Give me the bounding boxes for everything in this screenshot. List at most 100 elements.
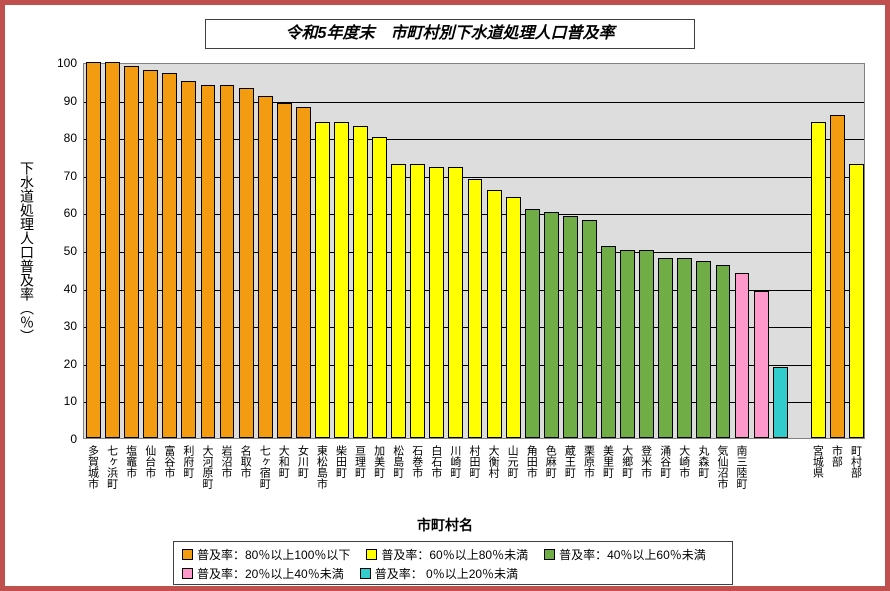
plot-area	[83, 63, 865, 439]
x-tick-label: 白石市	[430, 445, 441, 478]
x-tick-label: 栗原市	[582, 445, 593, 478]
bar	[277, 103, 292, 438]
x-labels: 多賀城市七ヶ浜町塩竈市仙台市富谷市利府町大河原町岩沼市名取市七ヶ宿町大和町女川町…	[83, 445, 865, 517]
bar	[315, 122, 330, 438]
x-tick-label: 塩竈市	[125, 445, 136, 478]
bar	[86, 62, 101, 438]
chart-title: 令和5年度末 市町村別下水道処理人口普及率	[205, 19, 695, 49]
y-tick-label: 30	[64, 319, 77, 333]
x-tick-label: 蔵王町	[563, 445, 574, 478]
bar	[639, 250, 654, 438]
y-tick-label: 50	[64, 244, 77, 258]
x-tick-label: 多賀城市	[87, 445, 98, 489]
x-tick-label: 角田市	[525, 445, 536, 478]
legend-swatch	[182, 549, 193, 560]
x-tick-label: 村田町	[468, 445, 479, 478]
bar	[716, 265, 731, 438]
legend-swatch	[360, 568, 371, 579]
x-tick-label: 涌谷町	[659, 445, 670, 478]
bar	[181, 81, 196, 438]
legend-label: 普及率：60％以上80％未満	[381, 546, 528, 563]
x-tick-label: 東松島市	[315, 445, 326, 489]
x-tick-label: 加美町	[373, 445, 384, 478]
bar	[696, 261, 711, 438]
bar	[448, 167, 463, 438]
bar	[544, 212, 559, 438]
y-tick-label: 60	[64, 206, 77, 220]
bar	[601, 246, 616, 438]
bar	[677, 258, 692, 438]
x-tick-label	[754, 445, 765, 456]
x-tick-label: 石巻市	[411, 445, 422, 478]
legend: 普及率：80％以上100％以下 普及率：60％以上80％未満 普及率：40％以上60…	[173, 541, 733, 585]
legend-item: 普及率：80％以上100％以下	[182, 546, 350, 563]
bar	[582, 220, 597, 438]
x-tick-label: 富谷市	[163, 445, 174, 478]
bar	[658, 258, 673, 438]
bar	[487, 190, 502, 438]
y-ticks: 0102030405060708090100	[5, 63, 81, 439]
chart-container: 令和5年度末 市町村別下水道処理人口普及率 下水道処理人口普及率（％） 0102…	[0, 0, 890, 591]
y-tick-label: 70	[64, 169, 77, 183]
bar	[124, 66, 139, 438]
x-axis-label: 市町村名	[5, 515, 885, 535]
bar	[773, 367, 788, 438]
legend-swatch	[544, 549, 555, 560]
x-tick-label	[773, 445, 784, 456]
x-tick-label: 町村部	[849, 445, 860, 478]
x-tick-label: 松島町	[392, 445, 403, 478]
bar	[410, 164, 425, 438]
bars	[84, 64, 864, 438]
y-tick-label: 40	[64, 282, 77, 296]
x-tick-label: 宮城県	[811, 445, 822, 478]
y-tick-label: 100	[57, 56, 77, 70]
x-tick-label: 七ヶ宿町	[258, 445, 269, 489]
bar	[220, 85, 235, 438]
legend-label: 普及率：20％以上40％未満	[197, 565, 344, 582]
x-tick-label: 気仙沼市	[716, 445, 727, 489]
bar	[162, 73, 177, 438]
bar	[201, 85, 216, 438]
y-tick-label: 10	[64, 394, 77, 408]
x-tick-label: 仙台市	[144, 445, 155, 478]
bar	[296, 107, 311, 438]
bar	[353, 126, 368, 438]
bar	[372, 137, 387, 438]
legend-swatch	[182, 568, 193, 579]
bar	[105, 62, 120, 438]
bar	[506, 197, 521, 438]
bar	[468, 179, 483, 438]
x-tick-label: 山元町	[506, 445, 517, 478]
bar	[143, 70, 158, 438]
bar	[391, 164, 406, 438]
y-tick-label: 0	[70, 432, 77, 446]
bar	[735, 273, 750, 438]
x-tick-label: 名取市	[239, 445, 250, 478]
bar	[258, 96, 273, 438]
legend-label: 普及率： 0％以上20％未満	[375, 565, 518, 582]
x-tick-label: 女川町	[296, 445, 307, 478]
x-tick-label: 市部	[830, 445, 841, 467]
legend-item: 普及率：40％以上60％未満	[544, 546, 706, 563]
x-tick-label: 大郷町	[621, 445, 632, 478]
bar	[849, 164, 864, 438]
x-tick-label: 大和町	[277, 445, 288, 478]
y-tick-label: 20	[64, 357, 77, 371]
x-tick-label: 美里町	[602, 445, 613, 478]
bar	[563, 216, 578, 438]
bar	[334, 122, 349, 438]
bar	[754, 291, 769, 438]
legend-label: 普及率：40％以上60％未満	[559, 546, 706, 563]
x-tick-label: 柴田町	[334, 445, 345, 478]
y-tick-label: 80	[64, 131, 77, 145]
bar	[811, 122, 826, 438]
bar	[429, 167, 444, 438]
bar	[620, 250, 635, 438]
bar	[239, 88, 254, 438]
bar	[830, 115, 845, 438]
x-tick-label: 利府町	[182, 445, 193, 478]
x-tick-label: 大衡村	[487, 445, 498, 478]
legend-swatch	[366, 549, 377, 560]
legend-item: 普及率： 0％以上20％未満	[360, 565, 518, 582]
legend-item: 普及率：20％以上40％未満	[182, 565, 344, 582]
